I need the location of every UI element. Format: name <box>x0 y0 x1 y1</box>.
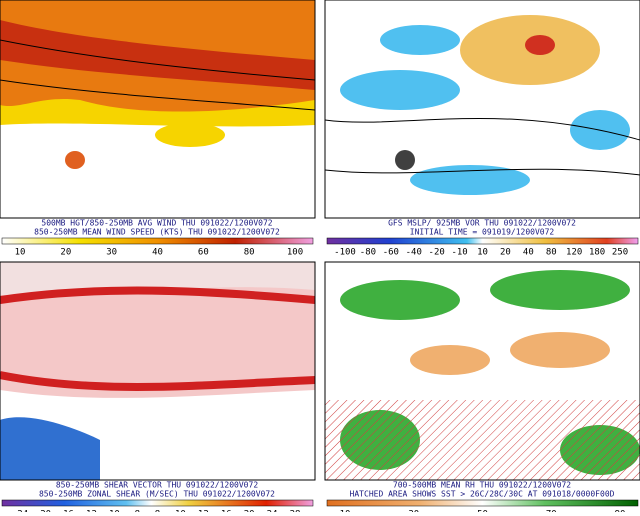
colorbar-label: 20 <box>60 248 71 258</box>
colorbar-label: 30 <box>106 248 117 258</box>
colorbar-label: -100 <box>334 248 356 258</box>
shear-map <box>0 261 316 481</box>
colorbar-label: 100 <box>287 248 303 258</box>
caption-box <box>60 481 260 499</box>
caption: 850-250MB ZONAL SHEAR (M/SEC) THU 091022… <box>39 490 275 499</box>
colorbar <box>326 237 639 245</box>
colorbar-label: -10 <box>451 248 467 258</box>
caption: 500MB HGT/850-250MB AVG WIND THU 091022/… <box>41 219 272 228</box>
colorbar <box>1 237 314 245</box>
colorbar-label: 120 <box>566 248 582 258</box>
colorbar <box>1 499 314 507</box>
colorbar-label: -60 <box>383 248 399 258</box>
colorbar-label: 10 <box>477 248 488 258</box>
colorbar-label: 20 <box>500 248 511 258</box>
colorbar-label: -40 <box>406 248 422 258</box>
caption-box <box>385 219 585 237</box>
caption: INITIAL TIME = 091019/1200V072 <box>410 228 555 237</box>
colorbar-label: 80 <box>546 248 557 258</box>
colorbar-label: 40 <box>523 248 534 258</box>
caption: 700-500MB MEAN RH THU 091022/1200V072 <box>393 481 571 490</box>
wind-speed-map <box>0 0 316 219</box>
colorbar <box>326 499 639 507</box>
colorbar-label: 40 <box>152 248 163 258</box>
colorbar-label: 10 <box>15 248 26 258</box>
colorbar-label: 80 <box>244 248 255 258</box>
caption: 850-250MB SHEAR VECTOR THU 091022/1200V0… <box>56 481 258 490</box>
caption: GFS MSLP/ 925MB VOR THU 091022/1200V072 <box>388 219 576 228</box>
rh-map <box>324 261 640 481</box>
colorbar-label: 180 <box>589 248 605 258</box>
caption-box <box>60 219 260 237</box>
caption: 850-250MB MEAN WIND SPEED (KTS) THU 0910… <box>34 228 280 237</box>
colorbar-label: -80 <box>360 248 376 258</box>
caption-box <box>385 481 585 499</box>
colorbar-label: 60 <box>198 248 209 258</box>
colorbar-label: 250 <box>612 248 628 258</box>
colorbar-label: -20 <box>429 248 445 258</box>
mslp-vorticity-map <box>324 0 640 219</box>
caption: HATCHED AREA SHOWS SST > 26C/28C/30C AT … <box>350 490 615 499</box>
